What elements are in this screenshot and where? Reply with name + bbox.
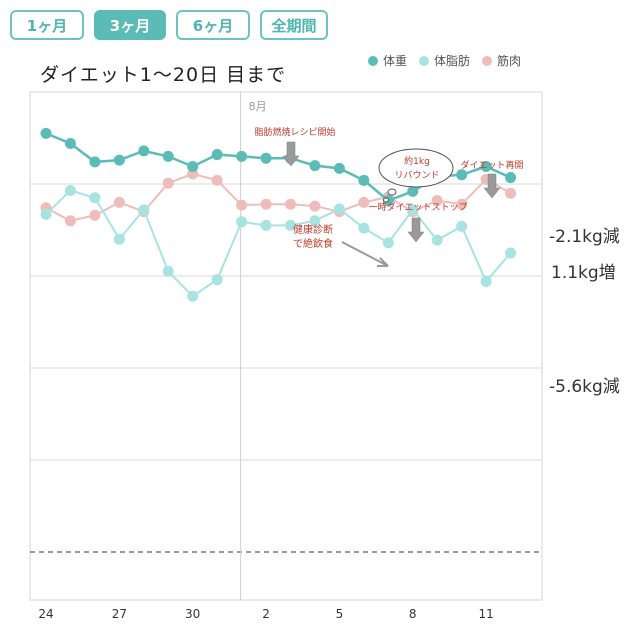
series-2-point-9 [260,198,272,210]
series-2-point-2 [89,209,101,221]
annotation-diet-stop: 一時ダイエットストップ [369,201,468,213]
series-1-point-16 [431,234,443,246]
annotation-recipe-start: 脂肪燃焼レシピ開始 [254,126,335,138]
series-1-point-12 [333,203,345,215]
legend-dot-body-fat [419,55,430,66]
x-tick-label-1: 27 [112,607,127,621]
legend-dot-muscle [482,55,493,66]
series-2-point-7 [211,174,223,186]
series-2-point-19 [505,187,517,199]
series-2-point-11 [309,200,321,212]
series-1-point-2 [89,192,101,204]
series-1-point-8 [236,216,248,228]
series-0-point-1 [64,138,76,150]
series-0-point-2 [89,156,101,168]
series-1-point-14 [382,237,394,249]
series-2-point-3 [113,196,125,208]
legend-item-muscle: 筋肉 [482,52,521,69]
tab-all-period[interactable]: 全期間 [260,10,328,40]
series-0-point-13 [358,174,370,186]
diet-restart-arrow-icon [483,173,501,199]
body-fat-change-label: -5.6kg減 [549,377,620,397]
bubble-tail-1 [387,188,397,196]
series-0-point-18 [480,161,492,173]
series-1-point-1 [64,184,76,196]
annotation-health-check-line1: 健康診断 [293,223,333,236]
legend-label-weight: 体重 [383,54,408,68]
x-tick-label-6: 11 [478,607,493,621]
rebound-bubble [378,148,454,188]
series-1-point-7 [211,274,223,286]
legend-item-weight: 体重 [368,52,407,69]
weight-change-label: -2.1kg減 [549,227,620,247]
series-0-point-0 [40,127,52,139]
series-2-point-5 [162,177,174,189]
series-0-point-11 [309,160,321,172]
series-1-point-13 [358,222,370,234]
x-tick-label-5: 8 [409,607,417,621]
series-1-point-15 [407,204,419,216]
series-1-point-17 [456,220,468,232]
legend-label-body-fat: 体脂肪 [434,54,471,68]
series-2-point-17 [456,198,468,210]
series-2-point-13 [358,196,370,208]
recipe-start-arrow-icon [282,141,300,167]
series-1-point-11 [309,215,321,227]
series-0-point-8 [236,150,248,162]
x-tick-label-2: 30 [185,607,200,621]
annotation-rebound-line1: 約1kg [404,155,430,167]
series-1-point-4 [138,204,150,216]
annotation-diet-restart: ダイエット再開 [461,159,524,171]
series-0-point-3 [113,154,125,166]
muscle-change-label: 1.1kg増 [551,263,616,283]
series-1-point-6 [187,290,199,302]
series-0-point-19 [505,172,517,184]
series-0-point-5 [162,150,174,162]
series-2-point-16 [431,195,443,207]
series-1-point-5 [162,265,174,277]
series-0-point-6 [187,161,199,173]
series-line-1 [45,189,512,298]
chart-subtitle: ダイエット1〜20日 目まで [40,64,287,86]
annotation-rebound-line2: リバウンド [394,170,439,181]
diet-stop-arrow-icon [407,217,425,243]
chart-legend: 体重 体脂肪 筋肉 [368,52,533,69]
series-0-point-12 [333,162,345,174]
annotation-health-check-line2: で絶飲食 [293,237,333,250]
series-1-point-9 [260,219,272,231]
series-2-point-10 [285,198,296,210]
month-label: 8月 [249,100,267,113]
series-0-point-15 [407,185,419,197]
series-0-point-17 [456,169,468,181]
legend-item-body-fat: 体脂肪 [419,52,470,69]
bubble-tail-2 [383,197,389,203]
plot-frame [29,91,543,601]
x-tick-label-3: 2 [262,607,270,621]
x-tick-label-4: 5 [336,607,344,621]
series-1-point-18 [480,276,492,288]
series-1-point-0 [40,208,52,220]
health-check-pointer-icon [341,241,389,267]
tab-6-months[interactable]: 6ヶ月 [176,10,250,40]
series-2-point-8 [236,199,248,211]
series-0-point-4 [138,145,150,157]
series-0-point-9 [260,152,272,164]
legend-label-muscle: 筋肉 [497,54,522,68]
series-1-point-3 [113,233,125,245]
tab-3-months[interactable]: 3ヶ月 [94,10,166,40]
series-0-point-7 [211,149,223,161]
series-2-point-1 [64,215,76,227]
x-tick-label-0: 24 [38,607,53,621]
period-tabs: 1ヶ月 3ヶ月 6ヶ月 全期間 [10,10,338,40]
legend-dot-weight [368,55,378,66]
series-1-point-19 [505,247,517,259]
series-1-point-10 [285,219,296,231]
tab-1-month[interactable]: 1ヶ月 [10,10,84,40]
